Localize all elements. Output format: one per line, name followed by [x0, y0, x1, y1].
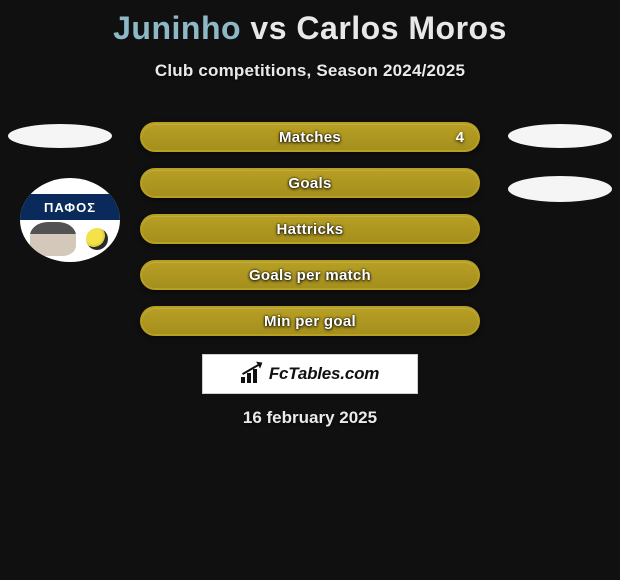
stat-row-hattricks: Hattricks [140, 214, 480, 244]
stat-value-right: 4 [456, 129, 464, 146]
stat-label: Hattricks [277, 221, 344, 238]
badge-portrait [30, 222, 76, 256]
stats-bars: Matches 4 Goals Hattricks Goals per matc… [140, 122, 480, 352]
player2-oval-placeholder-2 [508, 176, 612, 202]
stat-label: Min per goal [264, 313, 356, 330]
stat-row-matches: Matches 4 [140, 122, 480, 152]
stat-label: Goals [288, 175, 331, 192]
comparison-title: Juninho vs Carlos Moros [0, 0, 620, 47]
badge-text: ΠΑΦΟΣ [20, 194, 120, 220]
stat-row-goals-per-match: Goals per match [140, 260, 480, 290]
badge-ball-icon [86, 228, 108, 250]
stat-row-goals: Goals [140, 168, 480, 198]
fctables-logo: FcTables.com [202, 354, 418, 394]
stat-label: Goals per match [249, 267, 371, 284]
stat-row-min-per-goal: Min per goal [140, 306, 480, 336]
player2-oval-placeholder-1 [508, 124, 612, 148]
stat-label: Matches [279, 129, 341, 146]
player2-name: Carlos Moros [296, 10, 506, 46]
subtitle: Club competitions, Season 2024/2025 [0, 61, 620, 81]
chart-icon [241, 365, 263, 383]
date-label: 16 february 2025 [0, 408, 620, 428]
player1-oval-placeholder [8, 124, 112, 148]
player1-club-badge: ΠΑΦΟΣ [20, 178, 120, 262]
vs-connector: vs [250, 10, 287, 46]
logo-text: FcTables.com [269, 364, 379, 384]
player1-name: Juninho [113, 10, 241, 46]
